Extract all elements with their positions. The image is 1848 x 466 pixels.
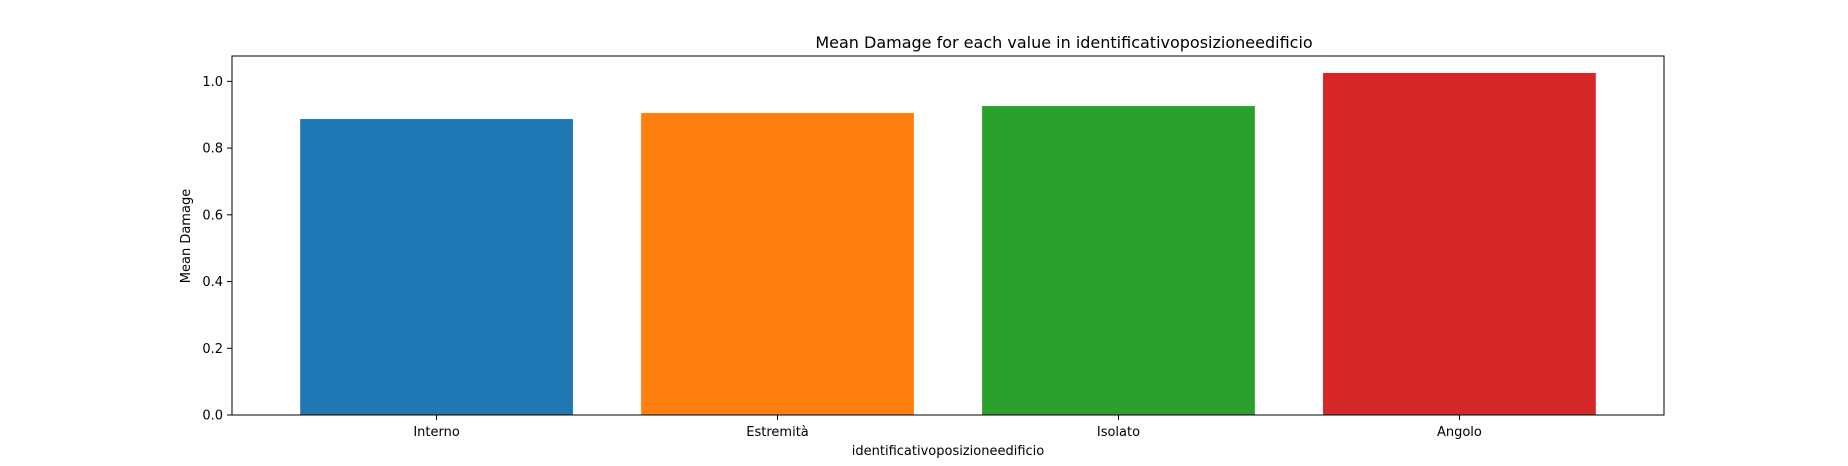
y-tick-label: 0.4: [202, 275, 223, 290]
y-tick-label: 0.8: [202, 142, 223, 157]
y-tick-label: 0.6: [202, 208, 223, 223]
y-tick-label: 1.0: [202, 75, 223, 90]
y-tick-label: 0.0: [202, 409, 223, 424]
x-axis-label: identificativoposizioneedificio: [852, 444, 1044, 459]
x-axis: Interno Estremità Isolato Angolo: [413, 415, 1482, 440]
bars-group: [300, 73, 1596, 416]
bar-estremit-: [641, 113, 914, 415]
bar-angolo: [1323, 73, 1596, 415]
plot-frame: [231, 55, 1665, 416]
x-tick-label: Interno: [413, 425, 460, 440]
bar-interno: [300, 119, 573, 416]
x-tick-label: Estremità: [746, 425, 808, 440]
y-axis-label: Mean Damage: [179, 189, 194, 283]
chart-title: Mean Damage for each value in identifica…: [815, 33, 1312, 52]
y-axis: 0.0 0.2 0.4 0.6 0.8 1.0: [202, 75, 232, 424]
bar-isolato: [982, 106, 1255, 415]
x-tick-label: Angolo: [1437, 425, 1482, 440]
x-tick-label: Isolato: [1097, 425, 1140, 440]
y-tick-label: 0.2: [202, 342, 223, 357]
